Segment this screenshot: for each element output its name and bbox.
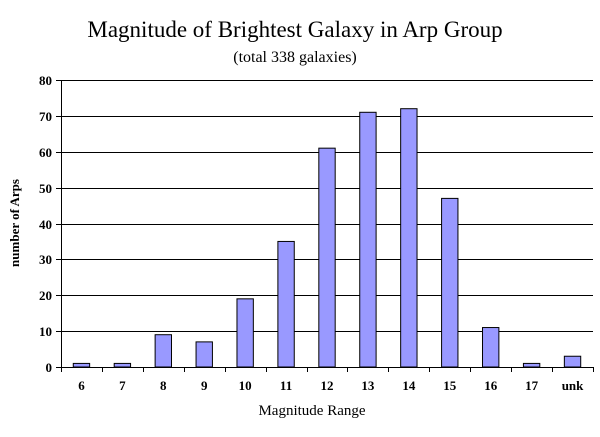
chart-title: Magnitude of Brightest Galaxy in Arp Gro…: [87, 17, 502, 42]
y-tick-label: 60: [39, 145, 52, 160]
bar-7: [113, 362, 132, 368]
bar-14: [400, 108, 418, 368]
y-tick-label: 20: [39, 288, 52, 303]
x-tick-label: 7: [119, 378, 126, 393]
bar-unk: [563, 355, 582, 368]
x-tick-label: 12: [321, 378, 334, 393]
y-tick-label: 10: [39, 324, 52, 339]
x-tick-labels: 6 7 8 9 10 11 12 13 14 15 16 17 unk: [78, 378, 584, 393]
y-tick-label: 30: [39, 252, 52, 267]
bar-13: [359, 111, 377, 368]
x-tick-label: 10: [239, 378, 252, 393]
bar-10: [236, 298, 254, 368]
axes: [56, 80, 594, 372]
x-axis-label: Magnitude Range: [258, 403, 365, 419]
x-tick-label: 13: [361, 378, 375, 393]
y-tick-label: 40: [39, 217, 52, 232]
x-tick-label: 14: [402, 378, 416, 393]
bar-8: [154, 334, 172, 368]
bars: [72, 108, 582, 368]
x-tick-label: 17: [525, 378, 539, 393]
y-tick-label: 0: [46, 360, 53, 375]
chart-subtitle: (total 338 galaxies): [233, 49, 357, 66]
bar-17: [522, 362, 541, 368]
y-tick-label: 70: [39, 109, 52, 124]
x-tick-label: 16: [484, 378, 498, 393]
x-tick-label: unk: [562, 378, 584, 393]
bar-6: [72, 362, 91, 368]
y-tick-labels: 0 10 20 30 40 50 60 70 80: [39, 73, 52, 375]
y-tick-label: 50: [39, 181, 52, 196]
bar-15: [441, 197, 459, 368]
x-tick-label: 8: [160, 378, 167, 393]
bar-16: [482, 327, 500, 368]
bar-11: [277, 240, 295, 368]
bar-12: [318, 147, 336, 368]
x-tick-label: 11: [280, 378, 292, 393]
bar-9: [195, 341, 213, 368]
x-tick-label: 9: [201, 378, 208, 393]
y-tick-label: 80: [39, 73, 52, 88]
x-tick-label: 6: [78, 378, 85, 393]
y-axis-label: number of Arps: [7, 179, 22, 267]
x-tick-label: 15: [443, 378, 457, 393]
